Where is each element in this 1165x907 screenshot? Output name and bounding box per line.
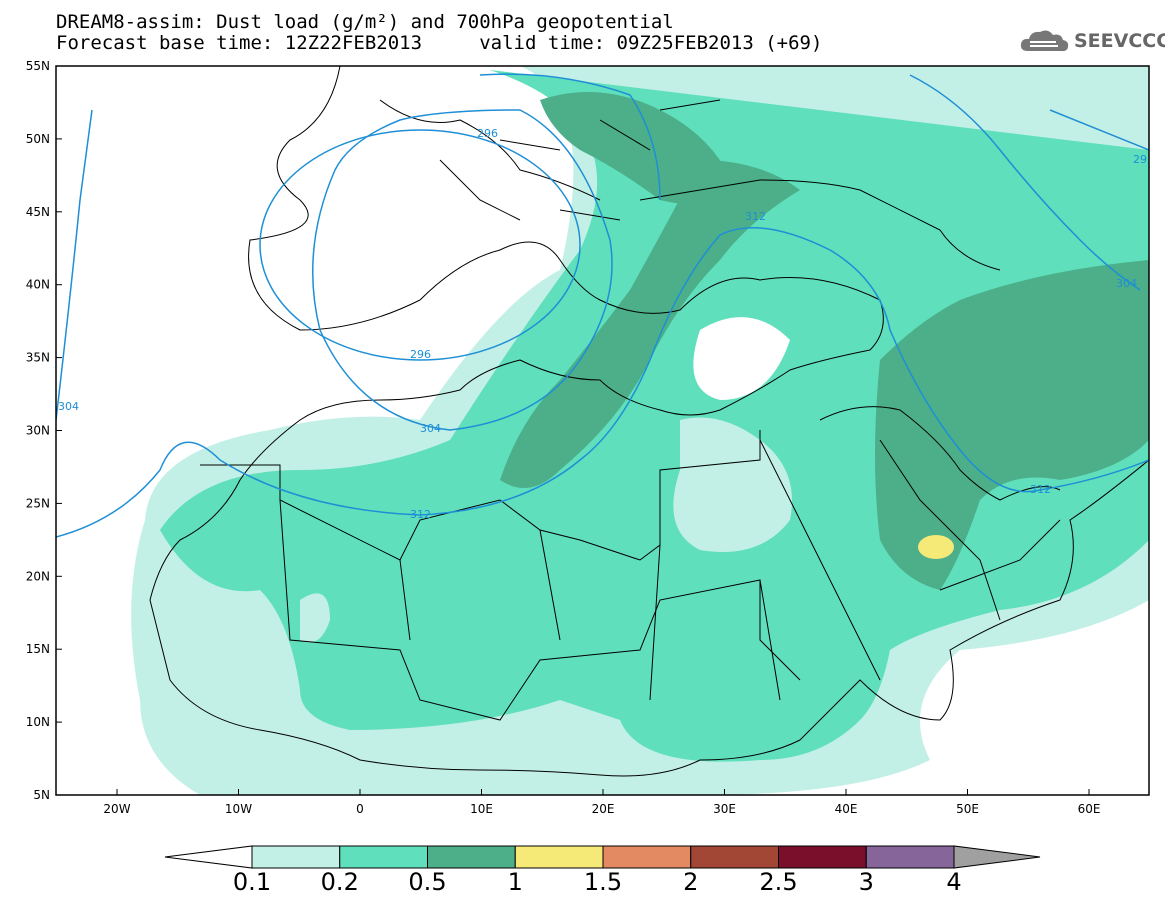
longitude-labels: 20W 10W 0 10E 20E 30E 40E 50E 60E (103, 789, 1100, 816)
lon-label: 10W (225, 802, 252, 816)
dust-hole-east-med (693, 317, 790, 400)
lon-label: 0 (356, 802, 364, 816)
contour-29x-ne (1049, 109, 1149, 151)
contour-312 (56, 226, 1149, 538)
contour-label: 304 (58, 400, 79, 413)
colorbar-level-label: 0.2 (320, 868, 359, 896)
lat-label: 20N (26, 569, 50, 583)
lon-label: 10E (470, 802, 493, 816)
cloud-icon (1020, 30, 1069, 52)
contour-296 (259, 129, 581, 361)
contour-304 (312, 109, 613, 431)
colorbar (164, 845, 1041, 869)
seevccc-logo: SEEVCCC (1018, 26, 1165, 56)
colorbar-swatch (427, 845, 516, 869)
lon-label: 50E (956, 802, 979, 816)
lat-label: 10N (26, 715, 50, 729)
lat-label: 45N (26, 205, 50, 219)
colorbar-level-label: 3 (858, 868, 874, 896)
contour-label: 304 (420, 422, 441, 435)
map-subtitle: Forecast base time: 12Z22FEB2013 valid t… (56, 32, 823, 54)
colorbar-level-label: 4 (946, 868, 962, 896)
dust-area-0.5-libya (500, 160, 800, 488)
colorbar-under-triangle (164, 845, 253, 869)
colorbar-swatch (514, 845, 604, 869)
contour-label: 304 (1116, 277, 1137, 290)
dust-hole-sahel (300, 593, 330, 643)
lon-label: 20E (592, 802, 615, 816)
colorbar-swatch (690, 845, 779, 869)
contour-312-ne (479, 73, 661, 201)
colorbar-swatch (339, 845, 428, 869)
geopotential-contours (56, 73, 1149, 538)
contour-304-east (909, 74, 1141, 291)
dust-hole-egypt (673, 417, 792, 552)
lat-label: 55N (26, 59, 50, 73)
colorbar-level-label: 2.5 (759, 868, 798, 896)
colorbar-swatch (602, 845, 692, 869)
lat-label: 15N (26, 642, 50, 656)
contour-label: 312 (745, 210, 766, 223)
colorbar-level-label: 1 (507, 868, 523, 896)
dust-max-spot (918, 535, 954, 559)
lon-label: 60E (1078, 802, 1101, 816)
lat-label: 40N (26, 278, 50, 292)
lon-label: 40E (835, 802, 858, 816)
lon-label: 20W (103, 802, 130, 816)
lat-label: 25N (26, 496, 50, 510)
contour-label: 312 (410, 508, 431, 521)
colorbar-level-label: 0.1 (232, 868, 272, 896)
dust-field (56, 66, 1149, 795)
colorbar-level-label: 0.5 (408, 868, 447, 896)
colorbar-swatch (778, 845, 867, 869)
lat-label: 5N (33, 788, 50, 802)
contour-304-west (56, 109, 93, 421)
contour-label: 29 (1133, 153, 1147, 166)
contour-label: 296 (477, 127, 498, 140)
lat-label: 30N (26, 424, 50, 438)
lon-label: 30E (713, 802, 736, 816)
colorbar-level-label: 2 (683, 868, 699, 896)
map-title: DREAM8-assim: Dust load (g/m²) and 700hP… (56, 11, 674, 33)
logo-text: SEEVCCC (1074, 30, 1165, 52)
dust-area-0.5-arabia (875, 260, 1149, 590)
contour-label: 296 (410, 348, 431, 361)
colorbar-over-triangle (953, 845, 1041, 869)
coastlines (149, 66, 1149, 777)
contour-label: 312 (1030, 483, 1051, 496)
latitude-labels: 55N 50N 45N 40N 35N 30N 25N 20N 15N 10N 5N (26, 59, 62, 802)
contour-labels: 296 296 304 304 304 312 312 312 29 (58, 127, 1147, 521)
lat-label: 35N (26, 351, 50, 365)
colorbar-swatch (865, 845, 955, 869)
dust-area-0.5-europe (540, 92, 740, 205)
colorbar-swatch (251, 845, 341, 869)
lat-label: 50N (26, 132, 50, 146)
colorbar-level-label: 1.5 (583, 868, 623, 896)
dust-area-0.2 (160, 70, 1149, 762)
